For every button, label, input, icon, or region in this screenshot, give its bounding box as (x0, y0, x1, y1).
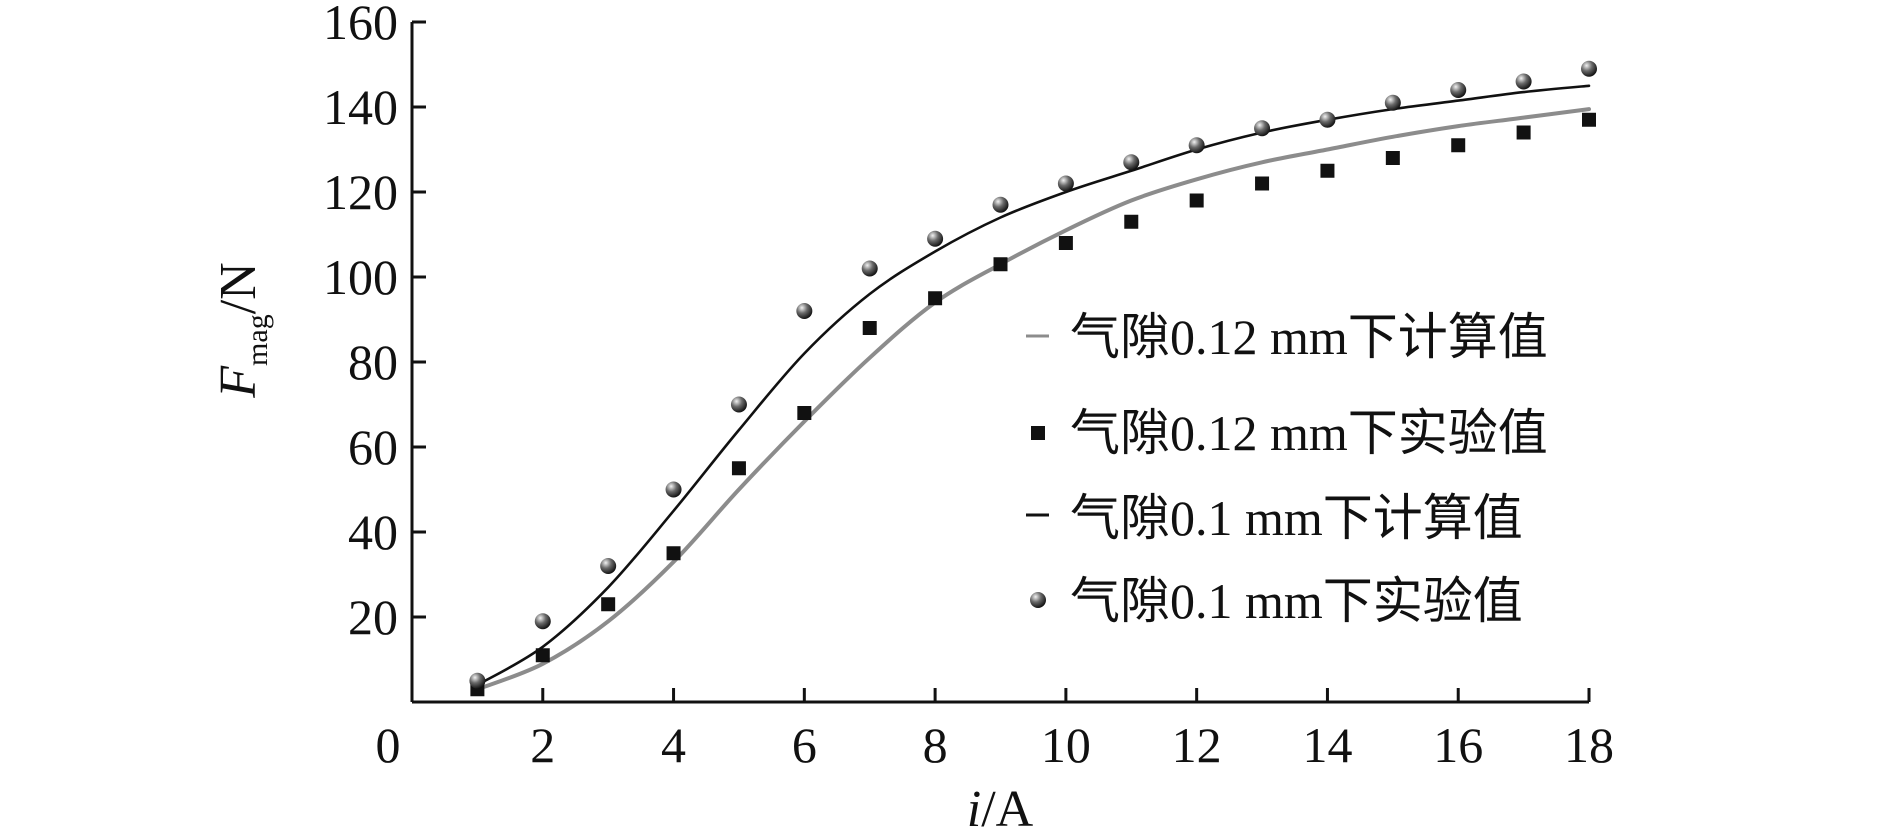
series-1-point-6 (862, 321, 877, 335)
legend-label-0: 气隙0.12 mm下计算值 (1070, 309, 1548, 365)
series-1-point-16 (1516, 125, 1531, 140)
x-tick-label-2: 4 (661, 717, 686, 773)
series-3-point-16 (1515, 73, 1532, 90)
x-axis-label: i/A (967, 781, 1034, 838)
series-1-point-7 (928, 291, 943, 306)
x-ticks: 0 2 4 6 8 10 12 14 16 18 (376, 688, 1614, 773)
x-tick-label-5: 10 (1041, 717, 1091, 773)
y-axis-label-sub: mag (241, 314, 274, 366)
legend-item-2: 气隙0.1 mm下计算值 (1026, 490, 1523, 546)
series-3-point-9 (1057, 175, 1074, 192)
y-tick-label-3: 80 (348, 334, 398, 390)
y-tick-label-4: 100 (323, 249, 398, 305)
x-axis-label-unit: /A (981, 781, 1033, 838)
series-3-point-11 (1188, 137, 1205, 154)
x-tick-label-1: 2 (530, 717, 555, 773)
series-3-point-1 (534, 613, 551, 630)
series-0-line (475, 107, 1591, 692)
x-tick-label-7: 14 (1302, 717, 1352, 773)
y-tick-label-0: 20 (348, 589, 398, 645)
series-3-point-6 (861, 260, 878, 277)
x-tick-label-9: 18 (1564, 717, 1614, 773)
y-axis-label-unit: /N (210, 262, 267, 314)
series-layer (469, 60, 1597, 697)
legend-item-0: 气隙0.12 mm下计算值 (1026, 309, 1548, 365)
y-tick-label-6: 140 (323, 79, 398, 135)
series-1-point-15 (1451, 138, 1466, 153)
series-1-point-17 (1582, 112, 1596, 127)
series-1-point-9 (1058, 236, 1073, 250)
series-1-point-1 (535, 648, 550, 663)
series-1-point-10 (1124, 214, 1139, 229)
series-3-point-7 (927, 230, 944, 247)
series-1-point-14 (1385, 151, 1400, 165)
series-3-point-17 (1581, 60, 1597, 77)
series-1-point-3 (666, 546, 681, 561)
series-1-point-12 (1255, 176, 1270, 191)
series-1-point-8 (993, 257, 1008, 272)
series-3-point-2 (600, 558, 617, 574)
x-axis-label-var: i (967, 781, 981, 838)
y-tick-label-1: 40 (348, 504, 398, 560)
x-tick-label-0: 0 (376, 717, 401, 773)
legend-label-3: 气隙0.1 mm下实验值 (1070, 573, 1523, 629)
x-tick-label-3: 6 (792, 717, 817, 773)
legend: 气隙0.12 mm下计算值 气隙0.12 mm下实验值 气隙0.1 mm下计算值… (1026, 309, 1548, 629)
series-3-point-3 (665, 481, 682, 498)
series-3-point-14 (1384, 94, 1401, 111)
series-3-point-0 (469, 672, 486, 689)
legend-item-1: 气隙0.12 mm下实验值 (1031, 405, 1548, 461)
legend-label-2: 气隙0.1 mm下计算值 (1070, 490, 1523, 546)
legend-item-3: 气隙0.1 mm下实验值 (1030, 573, 1523, 629)
series-3-point-4 (730, 396, 747, 413)
legend-swatch-3 (1030, 592, 1046, 608)
series-3-point-12 (1254, 120, 1271, 137)
legend-label-1: 气隙0.12 mm下实验值 (1070, 405, 1548, 461)
legend-swatch-1 (1031, 426, 1045, 440)
series-3-point-5 (796, 303, 813, 319)
series-3-point-13 (1319, 111, 1336, 128)
y-tick-label-5: 120 (323, 164, 398, 220)
series-1-point-5 (797, 406, 812, 420)
series-1-point-2 (601, 597, 616, 612)
x-tick-label-8: 16 (1433, 717, 1483, 773)
y-tick-label-2: 60 (348, 419, 398, 475)
x-tick-label-4: 8 (923, 717, 948, 773)
series-3-point-15 (1450, 82, 1467, 98)
y-ticks: 20 40 60 80 100 120 140 160 (323, 0, 426, 645)
series-3-point-10 (1123, 154, 1140, 171)
y-axis-label: Fmag/N (210, 262, 274, 398)
x-tick-label-6: 12 (1172, 717, 1222, 773)
series-1-point-13 (1320, 163, 1335, 178)
y-tick-label-7: 160 (323, 0, 398, 50)
series-3-point-8 (992, 196, 1009, 213)
y-axis-label-var: F (210, 365, 267, 399)
series-1-point-11 (1189, 193, 1204, 208)
series-1-point-4 (731, 461, 746, 476)
